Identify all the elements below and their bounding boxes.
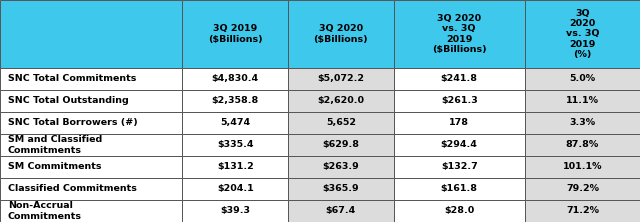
Bar	[182, 90, 288, 112]
Bar	[288, 90, 394, 112]
Bar	[0, 134, 182, 156]
Bar	[288, 156, 394, 178]
Bar	[0, 90, 182, 112]
Bar	[0, 0, 182, 68]
Text: $2,358.8: $2,358.8	[212, 96, 259, 105]
Text: 3Q 2020
($Billions): 3Q 2020 ($Billions)	[314, 24, 368, 44]
Text: Non-Accrual
Commitments: Non-Accrual Commitments	[8, 201, 82, 221]
Bar	[525, 156, 640, 178]
Text: $261.3: $261.3	[441, 96, 477, 105]
Text: 3Q
2020
vs. 3Q
2019
(%): 3Q 2020 vs. 3Q 2019 (%)	[566, 9, 599, 59]
Bar	[394, 68, 525, 90]
Bar	[525, 200, 640, 222]
Text: $2,620.0: $2,620.0	[317, 96, 364, 105]
Text: 79.2%: 79.2%	[566, 184, 599, 193]
Text: $365.9: $365.9	[323, 184, 359, 193]
Bar	[394, 156, 525, 178]
Text: 5,652: 5,652	[326, 118, 356, 127]
Text: 101.1%: 101.1%	[563, 163, 602, 171]
Text: $131.2: $131.2	[217, 163, 253, 171]
Text: $241.8: $241.8	[441, 74, 477, 83]
Bar	[182, 178, 288, 200]
Text: 87.8%: 87.8%	[566, 140, 599, 149]
Bar	[525, 178, 640, 200]
Bar	[525, 0, 640, 68]
Bar	[182, 134, 288, 156]
Text: $629.8: $629.8	[323, 140, 359, 149]
Bar	[288, 134, 394, 156]
Bar	[0, 178, 182, 200]
Text: SNC Total Outstanding: SNC Total Outstanding	[8, 96, 129, 105]
Bar	[182, 156, 288, 178]
Text: 5,474: 5,474	[220, 118, 250, 127]
Bar	[0, 112, 182, 134]
Text: 11.1%: 11.1%	[566, 96, 599, 105]
Bar	[288, 200, 394, 222]
Text: $39.3: $39.3	[220, 206, 250, 216]
Text: SM and Classified
Commitments: SM and Classified Commitments	[8, 135, 102, 155]
Bar	[288, 112, 394, 134]
Bar	[182, 0, 288, 68]
Bar	[288, 178, 394, 200]
Bar	[0, 156, 182, 178]
Text: 3Q 2020
vs. 3Q
2019
($Billions): 3Q 2020 vs. 3Q 2019 ($Billions)	[432, 14, 486, 54]
Bar	[0, 68, 182, 90]
Text: $335.4: $335.4	[217, 140, 253, 149]
Text: $67.4: $67.4	[326, 206, 356, 216]
Bar	[525, 90, 640, 112]
Text: 3.3%: 3.3%	[570, 118, 595, 127]
Text: 178: 178	[449, 118, 469, 127]
Bar	[525, 112, 640, 134]
Bar	[394, 90, 525, 112]
Bar	[394, 200, 525, 222]
Bar	[288, 0, 394, 68]
Text: SM Commitments: SM Commitments	[8, 163, 101, 171]
Text: $294.4: $294.4	[441, 140, 477, 149]
Bar	[182, 68, 288, 90]
Bar	[288, 68, 394, 90]
Bar	[525, 68, 640, 90]
Text: $5,072.2: $5,072.2	[317, 74, 364, 83]
Text: $28.0: $28.0	[444, 206, 474, 216]
Text: SNC Total Commitments: SNC Total Commitments	[8, 74, 136, 83]
Text: $132.7: $132.7	[441, 163, 477, 171]
Text: 3Q 2019
($Billions): 3Q 2019 ($Billions)	[208, 24, 262, 44]
Text: $263.9: $263.9	[323, 163, 359, 171]
Bar	[394, 112, 525, 134]
Text: 5.0%: 5.0%	[570, 74, 595, 83]
Bar	[182, 112, 288, 134]
Bar	[525, 134, 640, 156]
Bar	[394, 178, 525, 200]
Text: $204.1: $204.1	[217, 184, 253, 193]
Text: SNC Total Borrowers (#): SNC Total Borrowers (#)	[8, 118, 138, 127]
Bar	[0, 200, 182, 222]
Text: $161.8: $161.8	[441, 184, 477, 193]
Bar	[394, 134, 525, 156]
Text: Classified Commitments: Classified Commitments	[8, 184, 136, 193]
Bar	[394, 0, 525, 68]
Text: 71.2%: 71.2%	[566, 206, 599, 216]
Text: $4,830.4: $4,830.4	[212, 74, 259, 83]
Bar	[182, 200, 288, 222]
